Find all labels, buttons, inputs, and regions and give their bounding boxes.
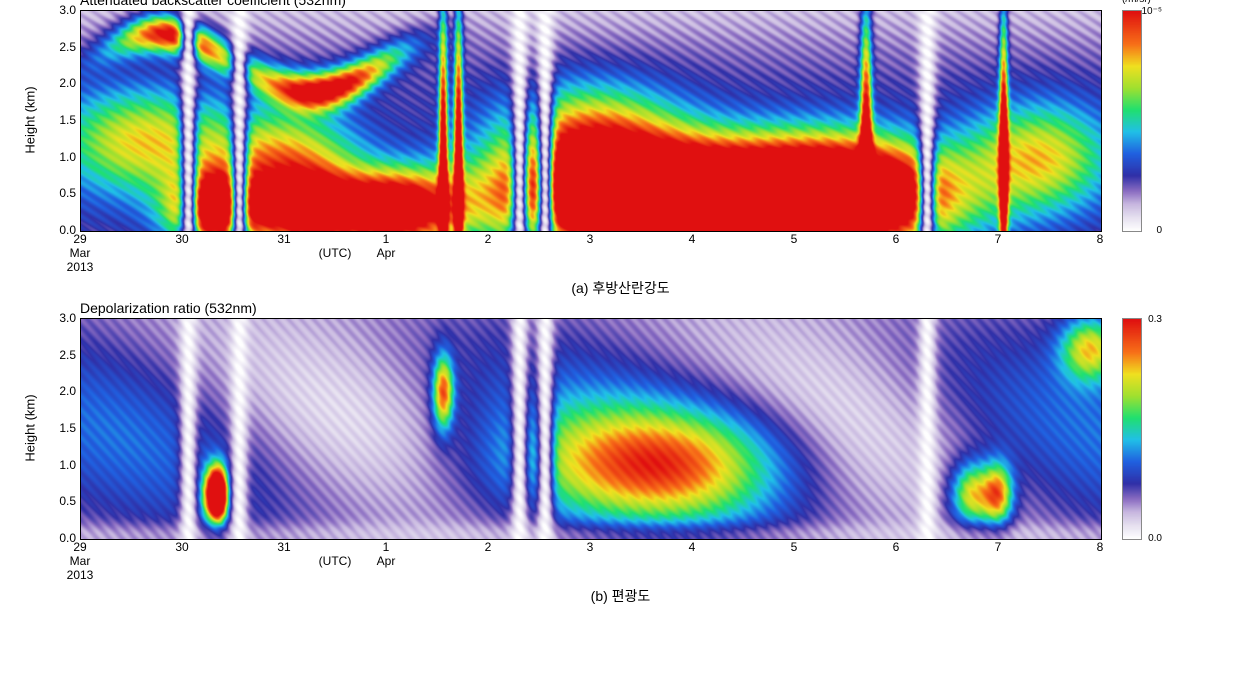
panel-b-title: Depolarization ratio (532nm) (80, 300, 257, 316)
x-tick: 3 (587, 232, 594, 246)
panel-a-colorbar-canvas (1122, 10, 1142, 232)
y-tick: 1.0 (59, 458, 76, 472)
y-tick: 0.5 (59, 494, 76, 508)
x-tick: 1 Apr (377, 540, 396, 568)
y-tick: 1.5 (59, 113, 76, 127)
y-tick: 1.5 (59, 421, 76, 435)
x-tick: 4 (689, 540, 696, 554)
panel-a-caption: (a) 후방산란강도 (20, 278, 1221, 298)
panel-b-y-label: Height (km) (23, 394, 38, 461)
panel-b-caption: (b) 편광도 (20, 586, 1221, 606)
panel-b-cb-min: 0.0 (1148, 533, 1162, 544)
x-utc-label: (UTC) (319, 554, 352, 568)
panel-a-heatmap (81, 11, 1101, 231)
x-tick: 31 (277, 232, 290, 246)
panel-a-cb-min: 0 (1156, 225, 1162, 236)
x-tick: 8 (1097, 232, 1104, 246)
panel-a-y-label: Height (km) (23, 86, 38, 153)
x-tick: 7 (995, 232, 1002, 246)
x-tick: 2 (485, 540, 492, 554)
y-tick: 2.0 (59, 76, 76, 90)
figure-container: Attenuated backscatter coefficient (532n… (0, 0, 1241, 636)
panel-a-plot (80, 10, 1102, 232)
panel-b-y-axis: Height (km) 0.00.51.01.52.02.53.0 (20, 318, 80, 538)
panel-a-cb-max: 10⁻⁵ (1141, 6, 1162, 17)
x-tick: 2 (485, 232, 492, 246)
y-tick: 2.0 (59, 384, 76, 398)
x-tick: 29 Mar 2013 (67, 232, 94, 274)
panel-b-cb-max: 0.3 (1148, 314, 1162, 325)
x-tick: 31 (277, 540, 290, 554)
y-tick: 2.5 (59, 40, 76, 54)
panel-b-heatmap (81, 319, 1101, 539)
y-tick: 1.0 (59, 150, 76, 164)
x-tick: 29 Mar 2013 (67, 540, 94, 582)
x-utc-label: (UTC) (319, 246, 352, 260)
panel-a-cb-unit: (/m/sr) (1122, 0, 1151, 5)
x-tick: 4 (689, 232, 696, 246)
panel-b-plot (80, 318, 1102, 540)
x-tick: 5 (791, 540, 798, 554)
panel-backscatter: Attenuated backscatter coefficient (532n… (20, 10, 1221, 298)
panel-b-x-axis: 29 Mar 201330311 Apr2345678(UTC) (80, 540, 1100, 580)
y-tick: 0.5 (59, 186, 76, 200)
x-tick: 6 (893, 540, 900, 554)
x-tick: 30 (175, 540, 188, 554)
panel-a-colorbar: (/m/sr) 10⁻⁵ 0 (1122, 10, 1142, 232)
x-tick: 30 (175, 232, 188, 246)
panel-a-y-axis: Height (km) 0.00.51.01.52.02.53.0 (20, 10, 80, 230)
y-tick: 3.0 (59, 311, 76, 325)
x-tick: 5 (791, 232, 798, 246)
x-tick: 7 (995, 540, 1002, 554)
panel-a-x-axis: 29 Mar 201330311 Apr2345678(UTC) (80, 232, 1100, 272)
y-tick: 2.5 (59, 348, 76, 362)
x-tick: 8 (1097, 540, 1104, 554)
panel-a-title: Attenuated backscatter coefficient (532n… (80, 0, 346, 8)
x-tick: 6 (893, 232, 900, 246)
panel-b-colorbar: 0.3 0.0 (1122, 318, 1142, 540)
x-tick: 3 (587, 540, 594, 554)
panel-b-colorbar-canvas (1122, 318, 1142, 540)
x-tick: 1 Apr (377, 232, 396, 260)
panel-depolarization: Depolarization ratio (532nm) Height (km)… (20, 318, 1221, 606)
y-tick: 3.0 (59, 3, 76, 17)
